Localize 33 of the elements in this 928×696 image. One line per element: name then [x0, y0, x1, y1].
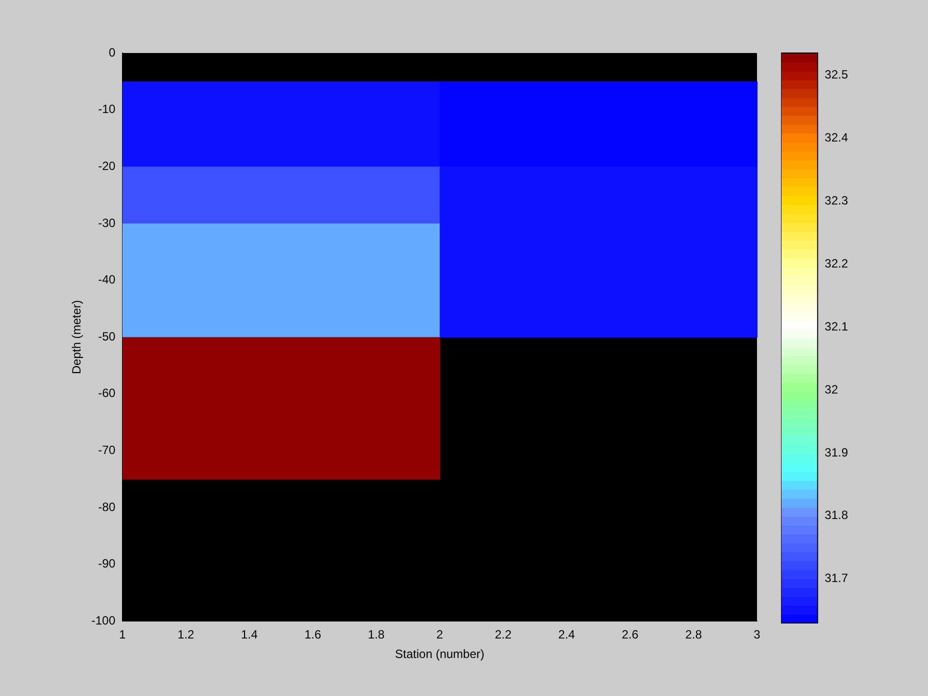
x-tick-label: 1	[119, 628, 126, 642]
x-tick-label: 2	[436, 628, 444, 642]
x-tick-label: 2.6	[622, 628, 639, 642]
color-bar-label: 32.3	[824, 193, 848, 208]
y-tick-label: -50	[98, 329, 116, 344]
color-bar-label: 32	[824, 382, 838, 396]
x-tick-label: 1.4	[240, 628, 258, 642]
x-tick-label: 2.8	[685, 628, 702, 642]
color-bar-label: 32.2	[824, 256, 848, 270]
y-axis-title: Depth (meter)	[70, 300, 84, 374]
color-bar-label: 32.1	[824, 319, 848, 334]
y-tick-label: -40	[98, 272, 116, 287]
color-bar-label: 31.7	[824, 571, 848, 586]
color-bar-label: 31.8	[824, 508, 848, 522]
color-bar-label: 31.9	[824, 445, 848, 460]
color-bar-label: 32.5	[824, 67, 848, 82]
y-tick-label: -10	[98, 102, 116, 116]
x-tick-label: 2.2	[494, 628, 512, 642]
y-tick-label: -90	[98, 556, 116, 571]
y-tick-label: -60	[98, 386, 116, 400]
y-tick-label: -30	[98, 216, 116, 230]
y-tick-label: -70	[98, 443, 116, 458]
x-tick-label: 1.6	[304, 628, 322, 642]
color-bar-label: 32.4	[824, 130, 848, 144]
y-tick-label: -80	[98, 500, 116, 514]
x-tick-label: 2.4	[558, 628, 576, 642]
x-tick-label: 1.2	[178, 628, 195, 642]
y-tick-label: -20	[98, 158, 116, 173]
y-tick-label: 0	[108, 45, 116, 60]
x-tick-label: 3	[754, 628, 761, 642]
y-tick-label: -100	[91, 614, 116, 628]
x-tick-label: 1.8	[368, 628, 385, 642]
x-axis-title: Station (number)	[395, 647, 484, 662]
